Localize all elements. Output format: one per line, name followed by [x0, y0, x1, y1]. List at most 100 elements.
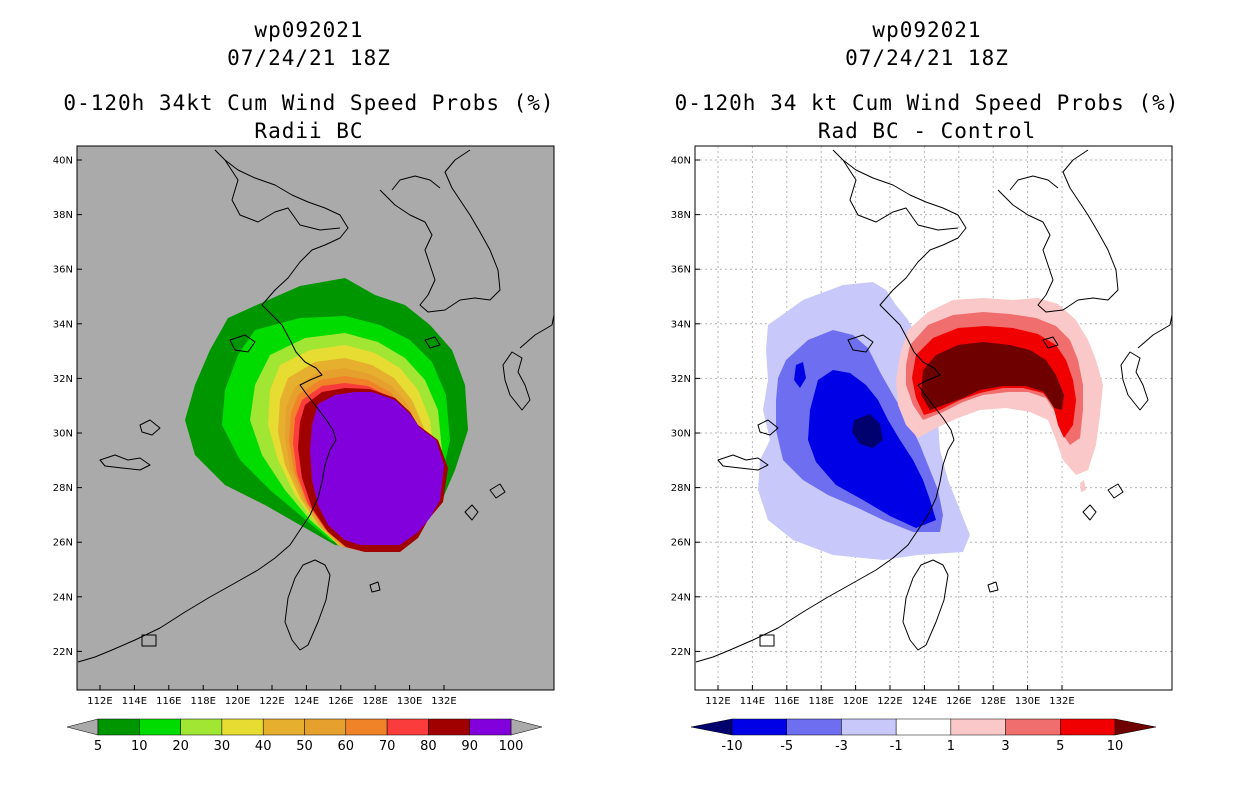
colorbar-label: 100: [499, 739, 524, 754]
lat-label: 38N: [53, 210, 73, 221]
lat-label: 28N: [53, 483, 73, 494]
colorbar-segment: [139, 718, 181, 736]
colorbar-label: -10: [721, 739, 742, 754]
lat-label: 22N: [671, 647, 691, 658]
lon-label: 130E: [1015, 696, 1040, 707]
lon-label: 116E: [156, 696, 181, 707]
axis-ticks: 40N 38N 36N 34N 32N 30N 28N 26N 24N 22N 112E 114E 11…: [671, 156, 1075, 708]
lon-label: 118E: [808, 696, 833, 707]
colorbar-label: 60: [338, 739, 355, 754]
colorbar-segment: [841, 718, 897, 736]
colorbar-segment: [345, 718, 388, 736]
plot-title: 0-120h 34 kt Cum Wind Speed Probs (%): [674, 91, 1180, 115]
lat-label: 22N: [53, 647, 73, 658]
lon-label: 132E: [1049, 696, 1074, 707]
colorbar-label: 5: [1056, 739, 1064, 754]
storm-id: wp092021: [254, 18, 364, 42]
lon-label: 114E: [122, 696, 147, 707]
colorbar-label: 50: [296, 739, 313, 754]
plot-subtitle: Rad BC - Control: [817, 119, 1037, 143]
lon-label: 112E: [705, 696, 730, 707]
prob-100-contour: [310, 392, 444, 545]
colorbar-segment: [428, 718, 470, 736]
colorbar-segment: [262, 718, 305, 736]
storm-id: wp092021: [872, 18, 982, 42]
lat-label: 32N: [53, 374, 73, 385]
panel-radii-bc: wp092021 07/24/21 18Z 0-120h 34kt Cum Wi…: [53, 18, 555, 754]
lon-label: 126E: [946, 696, 971, 707]
lon-label: 122E: [877, 696, 902, 707]
lon-label: 132E: [431, 696, 456, 707]
lat-label: 26N: [671, 538, 691, 549]
diff-neg-5-island: [794, 362, 806, 388]
lon-label: 128E: [980, 696, 1005, 707]
datetime: 07/24/21 18Z: [227, 46, 391, 70]
colorbar-label: 20: [172, 739, 189, 754]
lon-label: 126E: [328, 696, 353, 707]
lon-label: 122E: [259, 696, 284, 707]
colorbar: 5 10 20 30 40 50 60 70 80 90 100: [66, 718, 543, 754]
lat-label: 30N: [53, 429, 73, 440]
plot-title: 0-120h 34kt Cum Wind Speed Probs (%): [63, 91, 555, 115]
diff-pos-10-contour: [921, 342, 1064, 410]
coastlines: [695, 149, 1172, 663]
colorbar-label: 3: [1001, 739, 1009, 754]
map-frame: [694, 145, 1173, 691]
lat-label: 32N: [671, 374, 691, 385]
colorbar-segment: [895, 718, 952, 736]
colorbar-label: 30: [214, 739, 231, 754]
colorbar-label: -1: [890, 739, 903, 754]
lat-label: 36N: [53, 265, 73, 276]
colorbar-label: 5: [94, 739, 102, 754]
colorbar-label: 1: [947, 739, 955, 754]
map-figure: 40N 38N 36N 34N 32N 30N 28N 26N 24N 22N 112E 114E 11…: [53, 145, 555, 754]
lon-label: 112E: [87, 696, 112, 707]
lon-label: 124E: [912, 696, 937, 707]
colorbar-label: 80: [420, 739, 437, 754]
lat-label: 38N: [671, 210, 691, 221]
colorbar-segment: [221, 718, 264, 736]
colorbar-label: 10: [131, 739, 148, 754]
colorbar-under: [66, 718, 99, 736]
colorbar-segment: [731, 718, 787, 736]
colorbar-segment: [950, 718, 1006, 736]
lat-label: 24N: [671, 592, 691, 603]
lon-label: 130E: [397, 696, 422, 707]
datetime: 07/24/21 18Z: [845, 46, 1009, 70]
lat-label: 40N: [671, 156, 691, 167]
diff-neg-5-contour: [808, 370, 936, 528]
colorbar-over: [1114, 718, 1157, 736]
lat-label: 34N: [53, 319, 73, 330]
colorbar-segment: [304, 718, 347, 736]
colorbar-label: 40: [255, 739, 272, 754]
panel-rad-bc-control: wp092021 07/24/21 18Z 0-120h 34 kt Cum W…: [618, 0, 1236, 800]
colorbar-segment: [1060, 718, 1116, 736]
lon-label: 120E: [225, 696, 250, 707]
lon-label: 116E: [774, 696, 799, 707]
colorbar-over: [510, 718, 543, 736]
lat-label: 26N: [53, 538, 73, 549]
lon-label: 128E: [362, 696, 387, 707]
colorbar-segment: [469, 718, 512, 736]
axis-ticks: 40N 38N 36N 34N 32N 30N 28N 26N 24N 22N 112E 114E 11…: [53, 156, 457, 708]
colorbar-segment: [786, 718, 842, 736]
colorbar-under: [690, 718, 733, 736]
colorbar-segment: [97, 718, 140, 736]
lon-label: 118E: [190, 696, 215, 707]
lat-label: 40N: [53, 156, 73, 167]
coastlines: [77, 149, 554, 663]
diff-pos-1-island: [1080, 480, 1086, 492]
colorbar-segment: [180, 718, 223, 736]
colorbar-segment: [1005, 718, 1061, 736]
colorbar-segment: [386, 718, 429, 736]
map-frame: [76, 145, 555, 691]
plot-subtitle: Radii BC: [254, 119, 364, 143]
colorbar-label: 70: [379, 739, 396, 754]
lon-label: 120E: [843, 696, 868, 707]
colorbar-label: -5: [780, 739, 793, 754]
lat-label: 28N: [671, 483, 691, 494]
lat-label: 34N: [671, 319, 691, 330]
lat-label: 24N: [53, 592, 73, 603]
colorbar-label: 10: [1107, 739, 1124, 754]
